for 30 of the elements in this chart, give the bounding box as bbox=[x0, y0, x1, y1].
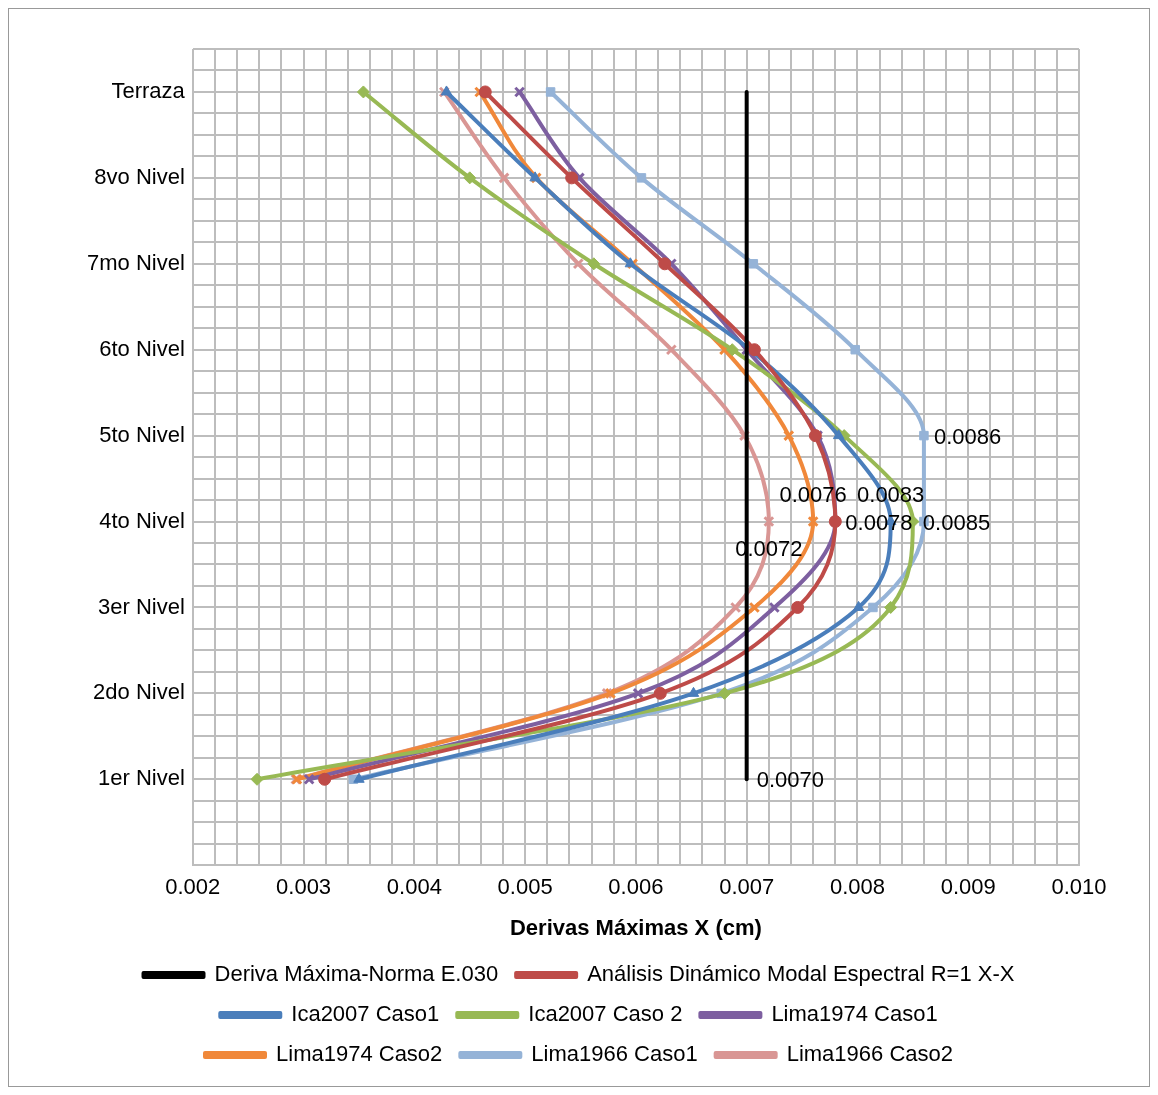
x-tick-label: 0.009 bbox=[940, 874, 996, 900]
y-tick-label: 3er Nivel bbox=[98, 593, 185, 619]
x-tick-label: 0.008 bbox=[829, 874, 885, 900]
y-tick-label: 6to Nivel bbox=[99, 335, 185, 361]
legend-label: Análisis Dinámico Modal Espectral R=1 X-X bbox=[587, 961, 1015, 987]
y-tick-label: 7mo Nivel bbox=[87, 249, 185, 275]
x-axis-title: Derivas Máximas X (cm) bbox=[509, 914, 762, 940]
data-label: 0.0086 bbox=[933, 423, 1002, 449]
legend-label: Lima1966 Caso2 bbox=[786, 1041, 954, 1067]
legend-label: Ica2007 Caso1 bbox=[291, 1001, 440, 1027]
legend-label: Ica2007 Caso 2 bbox=[528, 1001, 683, 1027]
data-label: 0.0070 bbox=[756, 767, 824, 793]
y-tick-label: 4to Nivel bbox=[99, 507, 185, 533]
x-tick-label: 0.004 bbox=[386, 874, 442, 900]
y-tick-label: 2do Nivel bbox=[93, 679, 185, 705]
legend-label: Lima1966 Caso1 bbox=[531, 1041, 698, 1067]
y-tick-label: Terraza bbox=[111, 78, 186, 104]
x-tick-label: 0.010 bbox=[1051, 874, 1107, 900]
legend-label: Lima1974 Caso2 bbox=[276, 1041, 443, 1067]
x-tick-label: 0.006 bbox=[608, 874, 664, 900]
y-tick-label: 8vo Nivel bbox=[94, 163, 185, 189]
legend-label: Lima1974 Caso1 bbox=[771, 1001, 938, 1027]
y-tick-label: 1er Nivel bbox=[98, 765, 185, 791]
data-label: 0.0085 bbox=[922, 509, 991, 535]
legend-label: Deriva Máxima-Norma E.030 bbox=[214, 961, 499, 987]
y-tick-label: 5to Nivel bbox=[99, 421, 185, 447]
x-tick-label: 0.007 bbox=[719, 874, 775, 900]
x-tick-label: 0.002 bbox=[165, 874, 221, 900]
x-tick-label: 0.005 bbox=[497, 874, 553, 900]
x-tick-label: 0.003 bbox=[276, 874, 332, 900]
